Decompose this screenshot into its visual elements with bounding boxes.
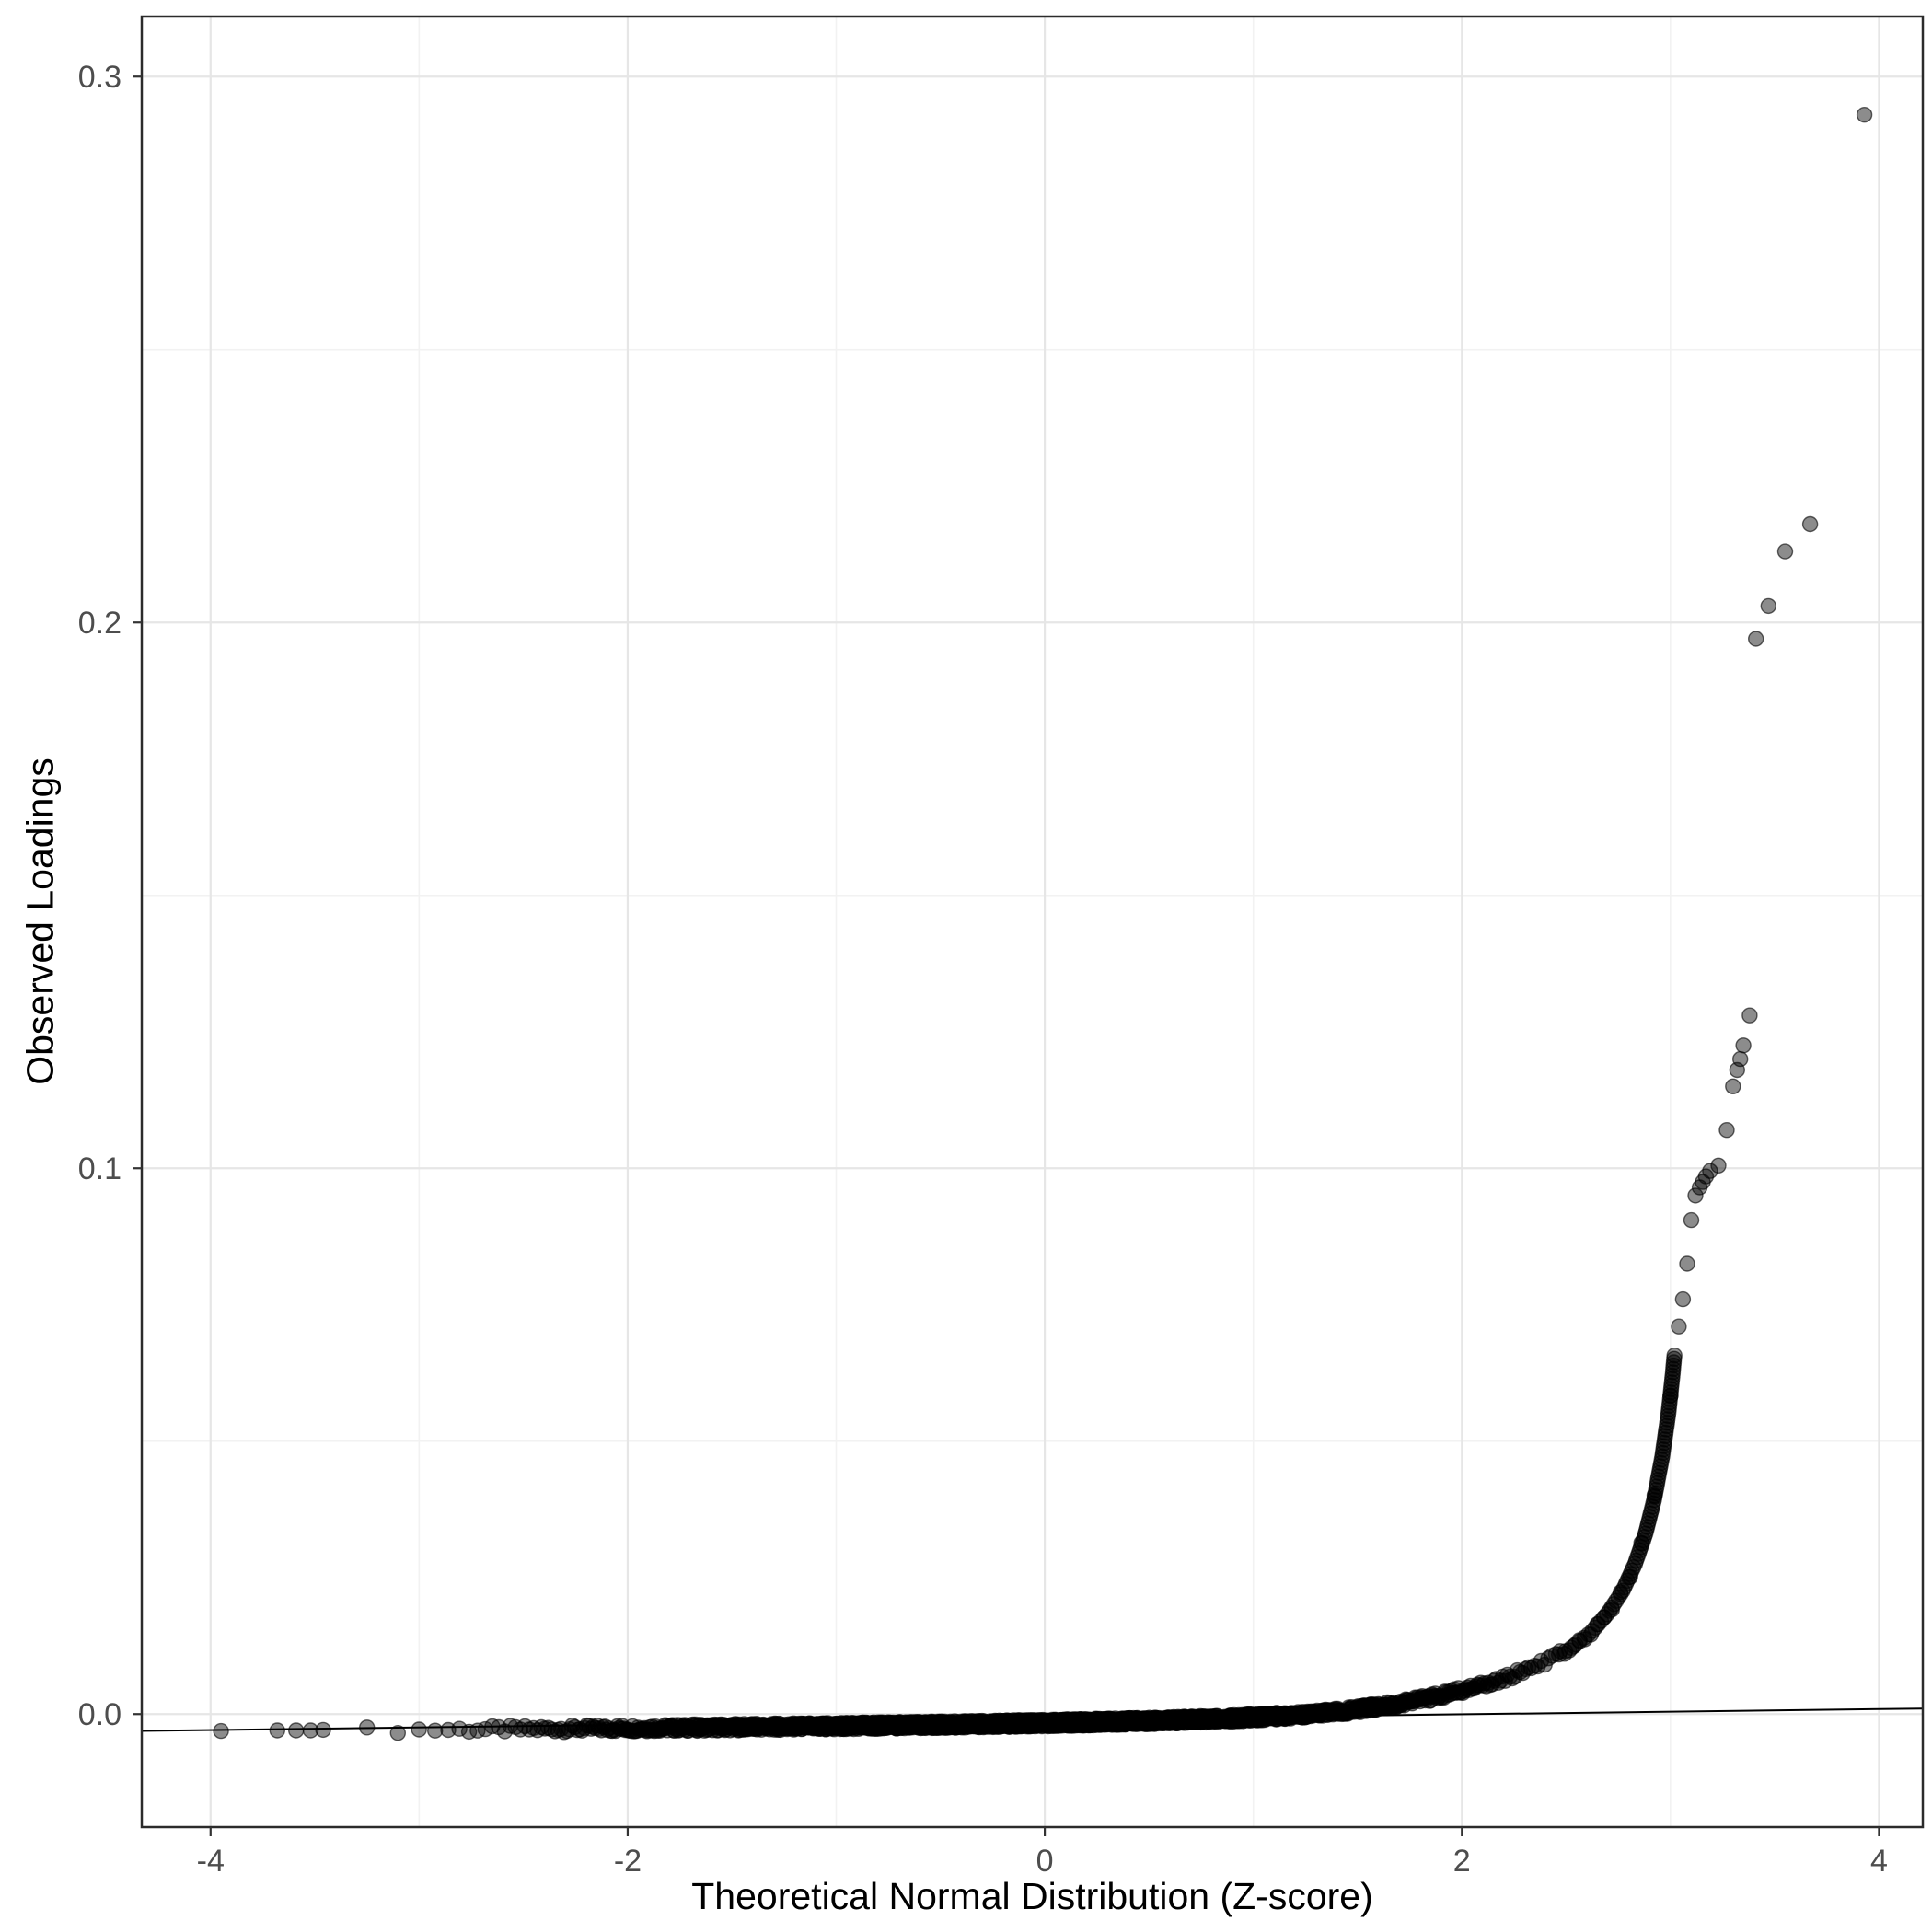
grid-major — [142, 17, 1923, 1827]
grid-minor — [142, 17, 1923, 1827]
y-tick-label: 0.1 — [78, 1151, 121, 1186]
x-tick-label: 2 — [1453, 1844, 1471, 1879]
panel-border — [140, 15, 1925, 1829]
x-tick-label: -2 — [614, 1844, 642, 1879]
x-tick-label: -4 — [197, 1844, 225, 1879]
x-tick-label: 4 — [1870, 1844, 1888, 1879]
axis-ticks — [133, 75, 1880, 1836]
x-tick-label: 0 — [1036, 1844, 1054, 1879]
data-points — [213, 106, 1873, 1741]
y-axis-title: Observed Loadings — [18, 758, 62, 1085]
panel-background — [142, 17, 1923, 1827]
y-tick-label: 0.0 — [78, 1697, 121, 1732]
y-tick-label: 0.2 — [78, 606, 121, 641]
y-tick-label: 0.3 — [78, 60, 121, 95]
x-axis-title: Theoretical Normal Distribution (Z-score… — [691, 1875, 1373, 1917]
